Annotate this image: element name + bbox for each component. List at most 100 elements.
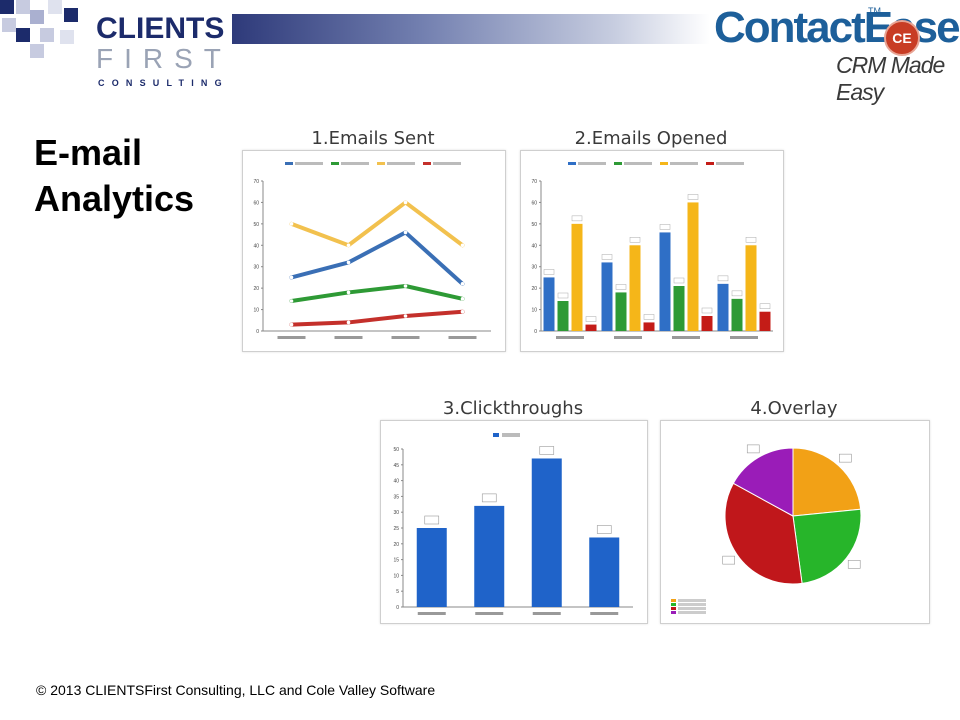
data-point <box>289 275 294 280</box>
x-tick-label <box>614 336 642 339</box>
logo-first: FIRST <box>96 43 232 74</box>
data-point <box>460 297 465 301</box>
bar <box>673 286 685 331</box>
chart-4-title: 4.Overlay <box>750 398 838 419</box>
data-label <box>701 307 713 314</box>
y-tick-label: 60 <box>253 200 259 206</box>
logo-square <box>60 30 74 44</box>
legend-swatch <box>706 162 714 165</box>
bar <box>416 528 447 607</box>
series-line <box>289 230 465 286</box>
ce-badge-icon: CE <box>884 20 920 56</box>
pie-slice <box>792 447 862 517</box>
legend-swatch <box>671 607 676 610</box>
x-tick-label <box>532 612 561 615</box>
x-tick-label <box>417 612 446 615</box>
bar <box>701 316 713 331</box>
legend-entry <box>578 162 606 165</box>
bar <box>571 223 583 331</box>
y-tick-label: 15 <box>393 558 399 564</box>
x-tick-label <box>391 336 420 339</box>
data-label <box>746 444 760 454</box>
y-tick-label: 10 <box>531 308 537 314</box>
legend-entry <box>670 162 698 165</box>
data-label <box>673 277 685 284</box>
legend-swatch <box>660 162 668 165</box>
series-line <box>289 200 465 248</box>
y-tick-label: 70 <box>253 179 259 185</box>
logo-square <box>64 8 78 22</box>
data-label <box>615 284 627 290</box>
y-tick-label: 25 <box>393 526 399 532</box>
y-tick-label: 40 <box>531 243 537 249</box>
data-label <box>722 555 735 565</box>
data-label <box>481 493 497 503</box>
logo-square <box>30 44 44 58</box>
y-tick-label: 0 <box>534 329 537 335</box>
data-label <box>585 316 597 322</box>
chart-3-clickthroughs: 0 5 10 15 20 25 30 35 40 45 50 <box>380 420 648 624</box>
y-tick-label: 10 <box>393 573 399 579</box>
data-point <box>460 282 465 286</box>
legend-entry <box>716 162 744 165</box>
x-tick-label <box>448 336 477 339</box>
chart-4-svg <box>671 444 862 614</box>
legend-swatch <box>614 162 622 165</box>
bar <box>585 324 597 331</box>
clientsfirst-logo-mark <box>0 0 92 64</box>
legend-swatch <box>671 611 676 614</box>
legend-swatch <box>568 162 576 165</box>
pie-slice <box>792 508 862 584</box>
data-point <box>460 309 465 314</box>
legend-entry <box>387 162 415 165</box>
contactease-logo: ContactEase <box>714 3 960 52</box>
y-tick-label: 50 <box>393 447 399 453</box>
data-point <box>403 284 408 288</box>
logo-square <box>2 18 16 32</box>
data-point <box>346 290 351 295</box>
chart-2-svg: 0 10 20 30 40 50 60 70 <box>531 162 773 339</box>
y-tick-label: 60 <box>531 200 537 206</box>
logo-square <box>40 28 54 42</box>
legend-entry <box>678 599 706 602</box>
bar <box>474 505 505 607</box>
y-tick-label: 20 <box>393 542 399 548</box>
legend-entry <box>295 162 323 165</box>
x-tick-label <box>672 336 700 339</box>
chart-2-title: 2.Emails Opened <box>574 128 728 149</box>
y-tick-label: 40 <box>393 479 399 485</box>
pie-slice <box>724 482 803 585</box>
bar <box>643 322 655 331</box>
legend-entry <box>341 162 369 165</box>
data-label <box>745 237 757 243</box>
y-tick-label: 50 <box>531 222 537 228</box>
series-line <box>289 284 465 303</box>
product-tagline: CRM Made Easy <box>836 52 945 105</box>
bar <box>629 245 641 331</box>
logo-consulting: CONSULTING <box>98 78 229 88</box>
bar <box>687 202 699 331</box>
data-point <box>403 230 408 235</box>
data-label <box>596 525 612 534</box>
legend-entry <box>624 162 652 165</box>
data-point <box>403 314 408 318</box>
legend-swatch <box>671 599 676 602</box>
series-line <box>289 309 465 327</box>
data-label <box>571 215 583 222</box>
bar <box>717 283 729 331</box>
bar <box>731 298 743 331</box>
legend-swatch <box>671 603 676 606</box>
logo-name: CLIENTS <box>96 12 225 45</box>
data-point <box>346 260 351 265</box>
chart-1-svg: 0 10 20 30 40 50 60 70 <box>253 162 491 339</box>
chart-1-title: 1.Emails Sent <box>311 128 435 149</box>
legend-entry <box>678 611 706 614</box>
x-tick-label <box>556 336 584 339</box>
data-point <box>289 322 294 327</box>
legend-swatch <box>493 433 499 437</box>
legend-swatch <box>377 162 385 165</box>
slide-title: E-mail Analytics <box>34 130 194 222</box>
y-tick-label: 40 <box>253 243 259 249</box>
bar <box>543 277 555 331</box>
legend-swatch <box>285 162 293 165</box>
